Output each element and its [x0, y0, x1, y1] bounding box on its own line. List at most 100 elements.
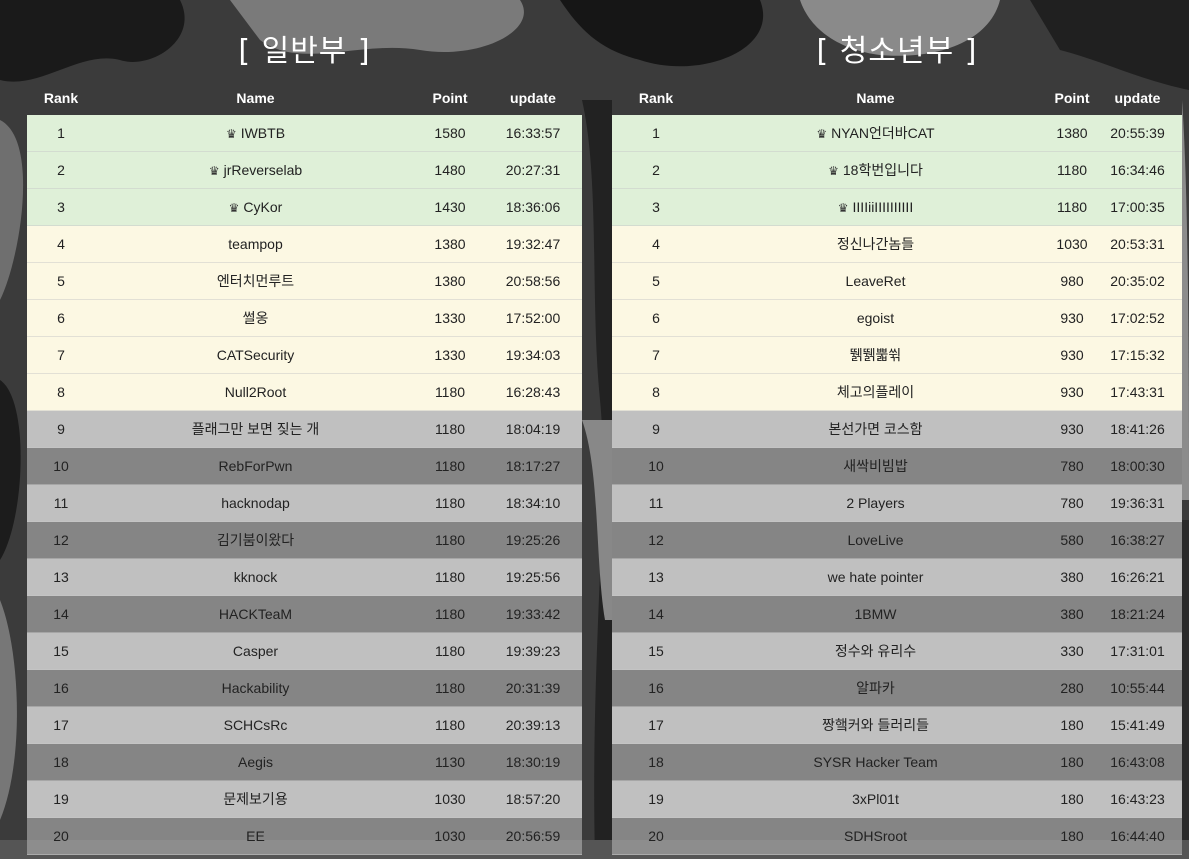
- general-division-board: [ 일반부 ] Rank Name Point update 1 ♛ IWBTB 15…: [27, 0, 582, 855]
- point-cell: 1380: [416, 225, 484, 263]
- team-name: we hate pointer: [827, 569, 924, 585]
- team-name: 엔터치먼루트: [216, 273, 295, 289]
- update-time-cell: 17:52:00: [484, 299, 582, 337]
- team-name: 썰옹: [242, 310, 269, 326]
- table-header-row: Rank Name Point update: [612, 88, 1182, 108]
- team-name: CyKor: [243, 199, 283, 215]
- point-cell: 1130: [416, 743, 484, 781]
- crown-icon: ♛: [837, 201, 849, 215]
- table-row: 9 본선가면 코스함 930 18:41:26: [612, 410, 1182, 448]
- team-name: Hackability: [221, 680, 290, 696]
- table-row: 8 체고의플레이 930 17:43:31: [612, 373, 1182, 411]
- table-row: 13 we hate pointer 380 16:26:21: [612, 558, 1182, 596]
- team-name-cell: 플래그만 보면 짖는 개: [95, 410, 416, 448]
- point-cell: 180: [1051, 817, 1093, 855]
- rank-cell: 3: [612, 188, 700, 226]
- table-row: 2 ♛ jrReverselab 1480 20:27:31: [27, 151, 582, 189]
- point-cell: 380: [1051, 558, 1093, 596]
- point-cell: 930: [1051, 336, 1093, 374]
- table-row: 6 egoist 930 17:02:52: [612, 299, 1182, 337]
- team-name-cell: 체고의플레이: [700, 373, 1051, 411]
- update-time-cell: 20:35:02: [1093, 262, 1182, 300]
- point-cell: 180: [1051, 706, 1093, 744]
- update-time-cell: 15:41:49: [1093, 706, 1182, 744]
- youth-ranking-table: Rank Name Point update 1 ♛ NYAN언더바CAT 1380 2…: [612, 88, 1182, 855]
- point-cell: 1180: [416, 558, 484, 596]
- team-name: egoist: [856, 310, 895, 326]
- rank-cell: 2: [27, 151, 95, 189]
- crown-icon: ♛: [828, 164, 839, 178]
- team-name: Aegis: [237, 754, 274, 770]
- update-time-cell: 19:39:23: [484, 632, 582, 670]
- team-name: LoveLive: [847, 532, 904, 548]
- table-row: 1 ♛ NYAN언더바CAT 1380 20:55:39: [612, 115, 1182, 152]
- rank-cell: 3: [27, 188, 95, 226]
- update-time-cell: 18:34:10: [484, 484, 582, 522]
- team-name-cell: HACKTeaM: [95, 595, 416, 633]
- team-name-cell: 짱햌커와 들러리들: [700, 706, 1051, 744]
- update-time-cell: 18:41:26: [1093, 410, 1182, 448]
- update-time-cell: 19:36:31: [1093, 484, 1182, 522]
- point-cell: 1180: [416, 521, 484, 559]
- column-header-name: Name: [236, 90, 275, 106]
- rank-cell: 19: [612, 780, 700, 818]
- table-row: 19 3xPl01t 180 16:43:23: [612, 780, 1182, 818]
- rank-cell: 5: [27, 262, 95, 300]
- table-row: 3 ♛ CyKor 1430 18:36:06: [27, 188, 582, 226]
- update-time-cell: 16:34:46: [1093, 151, 1182, 189]
- team-name: 정신나간놈들: [836, 236, 915, 252]
- update-time-cell: 16:44:40: [1093, 817, 1182, 855]
- team-name-cell: 정수와 유리수: [700, 632, 1051, 670]
- team-name-cell: RebForPwn: [95, 447, 416, 485]
- point-cell: 1180: [416, 669, 484, 707]
- team-name: 문제보기용: [223, 791, 288, 807]
- table-row: 7 CATSecurity 1330 19:34:03: [27, 336, 582, 374]
- team-name-cell: SYSR Hacker Team: [700, 743, 1051, 781]
- table-row: 12 LoveLive 580 16:38:27: [612, 521, 1182, 559]
- table-row: 16 Hackability 1180 20:31:39: [27, 669, 582, 707]
- team-name: 김기붐이왔다: [216, 532, 295, 548]
- team-name: jrReverselab: [223, 162, 303, 178]
- team-name-cell: 1BMW: [700, 595, 1051, 633]
- table-row: 20 EE 1030 20:56:59: [27, 817, 582, 855]
- team-name: NYAN언더바CAT: [831, 125, 935, 141]
- update-time-cell: 20:27:31: [484, 151, 582, 189]
- point-cell: 930: [1051, 299, 1093, 337]
- point-cell: 1180: [416, 632, 484, 670]
- table-row: 20 SDHSroot 180 16:44:40: [612, 817, 1182, 855]
- rank-cell: 8: [612, 373, 700, 411]
- update-time-cell: 19:33:42: [484, 595, 582, 633]
- table-row: 18 SYSR Hacker Team 180 16:43:08: [612, 743, 1182, 781]
- crown-icon: ♛: [208, 164, 220, 178]
- column-header-name: Name: [856, 90, 895, 106]
- team-name-cell: 정신나간놈들: [700, 225, 1051, 263]
- point-cell: 1330: [416, 336, 484, 374]
- point-cell: 1480: [416, 151, 484, 189]
- team-name-cell: Hackability: [95, 669, 416, 707]
- update-time-cell: 16:43:23: [1093, 780, 1182, 818]
- rank-cell: 1: [27, 115, 95, 152]
- table-row: 10 RebForPwn 1180 18:17:27: [27, 447, 582, 485]
- rank-cell: 20: [27, 817, 95, 855]
- update-time-cell: 17:43:31: [1093, 373, 1182, 411]
- team-name: hacknodap: [221, 495, 290, 511]
- update-time-cell: 20:31:39: [484, 669, 582, 707]
- rank-cell: 16: [27, 669, 95, 707]
- team-name-cell: ♛ 18학번입니다: [700, 151, 1051, 189]
- table-row: 2 ♛ 18학번입니다 1180 16:34:46: [612, 151, 1182, 189]
- table-row: 4 teampop 1380 19:32:47: [27, 225, 582, 263]
- update-time-cell: 20:39:13: [484, 706, 582, 744]
- team-name: IIIIiiIIIIIIIIII: [852, 199, 914, 215]
- point-cell: 1180: [416, 447, 484, 485]
- point-cell: 930: [1051, 410, 1093, 448]
- rank-cell: 13: [612, 558, 700, 596]
- update-time-cell: 19:34:03: [484, 336, 582, 374]
- rank-cell: 11: [612, 484, 700, 522]
- update-time-cell: 17:15:32: [1093, 336, 1182, 374]
- rank-cell: 4: [27, 225, 95, 263]
- table-row: 5 엔터치먼루트 1380 20:58:56: [27, 262, 582, 300]
- team-name: 본선가면 코스함: [828, 421, 923, 437]
- youth-division-board: [ 청소년부 ] Rank Name Point update 1 ♛ NYAN언더…: [612, 0, 1182, 855]
- team-name-cell: ♛ IWBTB: [95, 115, 416, 152]
- table-row: 17 SCHCsRc 1180 20:39:13: [27, 706, 582, 744]
